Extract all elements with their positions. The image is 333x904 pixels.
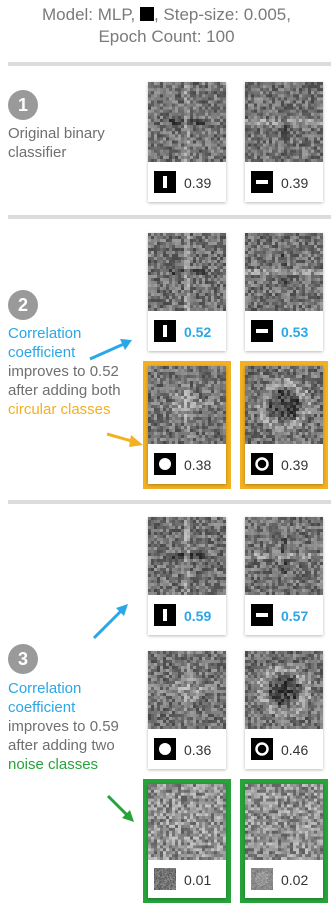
saliency-image	[148, 82, 226, 162]
saliency-image	[148, 366, 226, 444]
correlation-value: 0.39	[184, 175, 212, 191]
step-2-line-2: coefficient	[8, 344, 76, 361]
divider-3	[8, 500, 331, 504]
saliency-image	[245, 233, 323, 311]
step-3-description: Correlation coefficient improves to 0.59…	[8, 679, 148, 774]
correlation-value: 0.38	[184, 457, 212, 473]
correlation-value: 0.39	[281, 457, 309, 473]
input-square-icon	[139, 7, 154, 21]
saliency-image	[245, 784, 323, 860]
card-s3-horizontal: 0.57	[245, 517, 323, 635]
circular-class-highlight	[143, 361, 231, 489]
step-3-line-5: noise classes	[8, 756, 99, 773]
horizontal-bar-icon	[251, 604, 273, 626]
correlation-value: 0.02	[281, 872, 309, 888]
saliency-image	[245, 366, 323, 444]
horizontal-bar-icon	[251, 171, 273, 193]
header-step-size: , Step-size: 0.005,	[153, 5, 291, 24]
vertical-bar-icon	[154, 171, 176, 193]
saliency-image	[245, 82, 323, 162]
arrow-icon	[106, 794, 134, 822]
saliency-image	[148, 651, 226, 729]
horizontal-bar-icon	[251, 320, 273, 342]
correlation-value: 0.52	[184, 324, 212, 340]
saliency-image	[245, 651, 323, 729]
correlation-value: 0.57	[281, 608, 309, 624]
saliency-image	[148, 784, 226, 860]
circular-class-highlight	[240, 361, 328, 489]
correlation-value: 0.46	[281, 742, 309, 758]
card-s1-horizontal: 0.39	[245, 82, 323, 202]
step-3-line-3: improves to 0.59	[8, 718, 119, 735]
card-s3-noise-a: 0.01	[148, 784, 226, 898]
step-2-line-4: after adding both	[8, 382, 121, 399]
header-line-2: Epoch Count: 100	[98, 27, 235, 46]
correlation-value: 0.59	[184, 608, 212, 624]
step-1-badge: 1	[8, 90, 38, 120]
noise-class-highlight	[143, 779, 231, 903]
noise-icon	[251, 868, 274, 891]
card-s2-horizontal: 0.53	[245, 233, 323, 351]
arrow-icon	[89, 339, 132, 361]
divider-1	[8, 62, 331, 66]
saliency-image	[148, 233, 226, 311]
card-s2-ring: 0.39	[245, 366, 323, 484]
correlation-value: 0.39	[281, 175, 309, 191]
card-s1-vertical: 0.39	[148, 82, 226, 202]
arrow-icon	[106, 432, 143, 447]
card-s3-filled-circle: 0.36	[148, 651, 226, 769]
ring-icon	[251, 453, 273, 475]
divider-2	[8, 215, 331, 219]
chart-header: Model: MLP, , Step-size: 0.005, Epoch Co…	[0, 4, 333, 48]
step-1-description: Original binary classifier	[8, 125, 105, 161]
step-3-line-1: Correlation	[8, 680, 82, 697]
step-2-line-3: improves to 0.52	[8, 363, 119, 380]
step-2-description: Correlation coefficient improves to 0.52…	[8, 324, 148, 419]
card-s3-ring: 0.46	[245, 651, 323, 769]
card-s3-vertical: 0.59	[148, 517, 226, 635]
saliency-image	[245, 517, 323, 595]
step-2-badge: 2	[8, 290, 38, 320]
card-s2-vertical: 0.52	[148, 233, 226, 351]
correlation-value: 0.36	[184, 742, 212, 758]
header-line-1: Model: MLP, , Step-size: 0.005,	[0, 4, 333, 26]
card-s3-noise-b: 0.02	[245, 784, 323, 898]
correlation-value: 0.53	[281, 324, 309, 340]
filled-circle-icon	[154, 738, 176, 760]
filled-circle-icon	[154, 453, 176, 475]
step-3-line-4: after adding two	[8, 737, 115, 754]
noise-class-highlight	[240, 779, 328, 903]
step-3-line-2: coefficient	[8, 699, 76, 716]
ring-icon	[251, 738, 273, 760]
vertical-bar-icon	[154, 320, 176, 342]
step-2-line-1: Correlation	[8, 325, 82, 342]
correlation-value: 0.01	[184, 872, 212, 888]
step-3-badge: 3	[8, 644, 38, 674]
step-2-line-5: circular classes	[8, 401, 111, 418]
header-model-label: Model: MLP,	[42, 5, 136, 24]
card-s2-filled-circle: 0.38	[148, 366, 226, 484]
saliency-image	[148, 517, 226, 595]
noise-icon	[154, 868, 177, 891]
arrow-icon	[92, 604, 128, 640]
vertical-bar-icon	[154, 604, 176, 626]
